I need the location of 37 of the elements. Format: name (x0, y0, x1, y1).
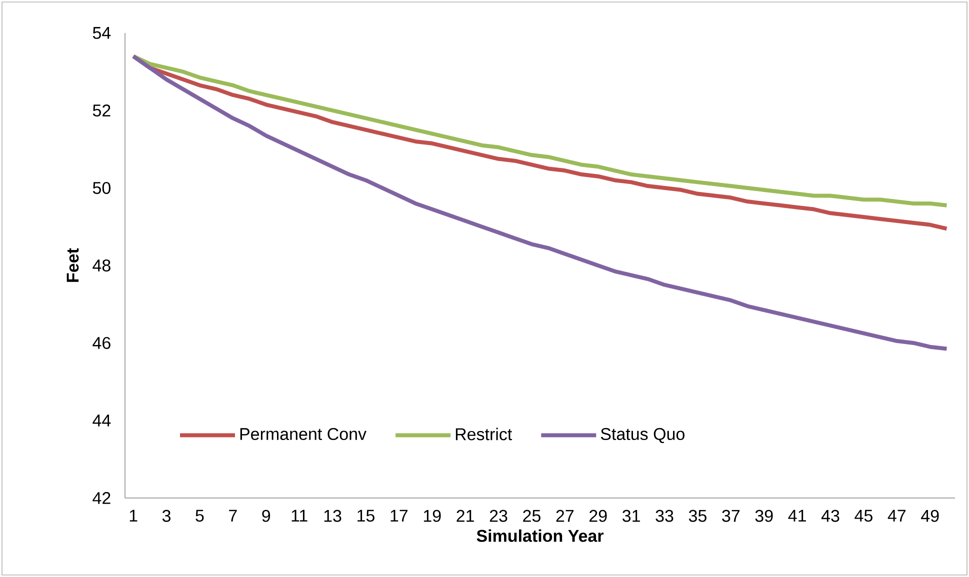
x-tick-label: 29 (590, 510, 607, 522)
x-tick-label: 15 (358, 510, 374, 522)
x-tick-label: 5 (196, 510, 204, 522)
y-tick-label: 46 (92, 336, 110, 350)
x-tick-label: 37 (722, 510, 740, 522)
y-tick-label: 48 (92, 259, 110, 272)
x-tick-label: 21 (456, 510, 474, 522)
x-tick-label: 7 (229, 510, 237, 522)
x-tick-label: 9 (262, 510, 270, 522)
x-tick-label: 31 (622, 510, 640, 522)
y-tick-label: 50 (92, 182, 110, 194)
x-tick-label: 47 (888, 510, 906, 522)
legend-label: Permanent Conv (240, 428, 366, 440)
y-tick-label: 52 (92, 104, 110, 117)
legend-label: Status Quo (600, 428, 684, 444)
x-tick-label: 35 (688, 510, 706, 522)
x-tick-label: 17 (390, 510, 408, 522)
x-tick-label: 39 (755, 510, 773, 522)
x-tick-label: 19 (424, 510, 441, 522)
y-axis-title: Feet (66, 248, 79, 282)
x-tick-label: 41 (788, 510, 806, 522)
x-tick-label: 43 (821, 510, 840, 522)
x-tick-label: 13 (324, 510, 342, 522)
x-tick-label: 45 (854, 510, 872, 522)
y-tick-label: 44 (92, 414, 111, 426)
x-tick-label: 25 (523, 510, 540, 522)
y-tick-label: 54 (92, 27, 111, 39)
x-axis-title: Simulation Year (476, 529, 604, 542)
x-tick-label: 33 (656, 510, 674, 522)
x-tick-label: 49 (921, 510, 939, 522)
y-tick-label: 42 (92, 492, 110, 504)
x-tick-label: 11 (292, 510, 308, 522)
x-tick-label: 3 (162, 510, 170, 522)
x-tick-label: 1 (130, 510, 138, 522)
x-tick-label: 27 (556, 510, 574, 522)
legend-label: Restrict (456, 428, 512, 440)
x-tick-label: 23 (490, 510, 508, 522)
